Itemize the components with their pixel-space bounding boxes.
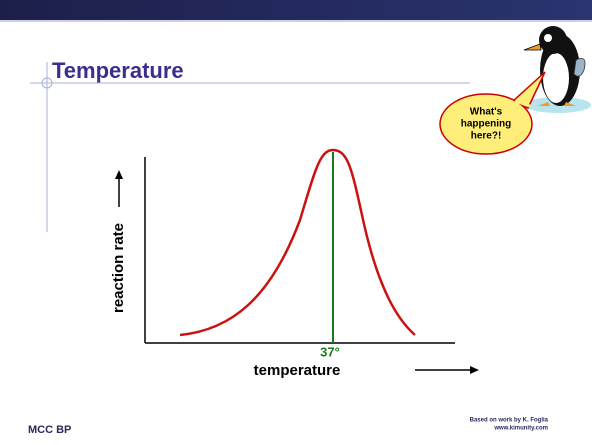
- callout-line: happening: [461, 119, 512, 130]
- footer-credit: Based on work by K. Foglia: [470, 418, 549, 424]
- top-bar: [0, 0, 592, 20]
- slide: Temperature 37° temperature reaction rat…: [0, 0, 592, 445]
- callout-line: What's: [470, 107, 503, 118]
- callout-line: here?!: [471, 131, 502, 142]
- peak-label: 37°: [320, 344, 340, 359]
- penguin-eye: [544, 34, 552, 42]
- penguin-belly: [543, 53, 569, 103]
- x-label: temperature: [254, 362, 341, 379]
- y-label: reaction rate: [110, 223, 127, 313]
- title: Temperature: [52, 58, 184, 83]
- penguin-head: [539, 26, 567, 54]
- footer-left: MCC BP: [28, 424, 71, 436]
- footer-url: www.kimunity.com: [493, 426, 548, 432]
